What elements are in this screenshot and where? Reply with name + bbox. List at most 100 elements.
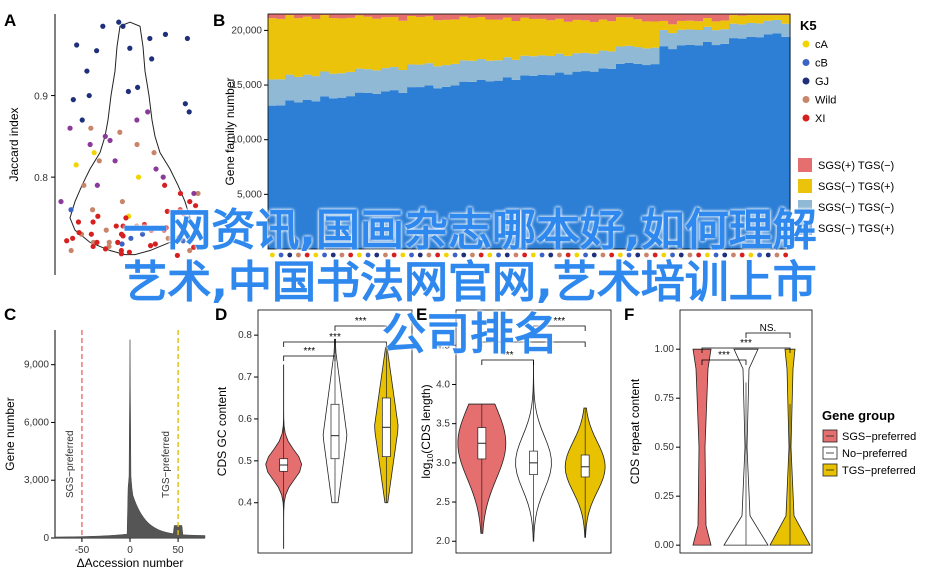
panel-f-ytick-label-4: 1.00 xyxy=(655,344,675,355)
panel-b-bar-42-2 xyxy=(633,19,643,48)
panel-f-ytick-label-0: 0.00 xyxy=(655,540,675,551)
panel-b-bar-3-3 xyxy=(294,14,304,19)
panel-b-bar-54-0 xyxy=(737,38,748,250)
panel-b-bar-9-1 xyxy=(346,71,356,97)
panel-a-point-3-4 xyxy=(96,158,102,164)
panel-b-bar-0-0 xyxy=(268,105,278,250)
panel-b-bar-44-2 xyxy=(650,21,661,48)
panel-b-bar-4-2 xyxy=(302,16,313,75)
panel-b-bar-40-3 xyxy=(616,14,626,18)
panel-b-sample-dot-43 xyxy=(644,252,649,258)
panel-a-point-5-5 xyxy=(87,141,93,148)
panel-e-ytick-label-4: 4.0 xyxy=(436,379,450,390)
panel-a-point-3-16 xyxy=(187,247,193,254)
panel-d-sig-label-2: *** xyxy=(355,316,367,327)
panel-b-bar-52-3 xyxy=(720,14,730,21)
panel-b-sample-dot-34 xyxy=(565,252,571,258)
panel-b-bar-22-3 xyxy=(459,14,469,17)
panel-a-ylabel: Jaccard index xyxy=(7,107,21,181)
panel-a-point-4-0 xyxy=(181,211,187,217)
panel-c-xtick-label-2: 50 xyxy=(173,545,185,556)
panel-b-bar-1-0 xyxy=(276,105,286,249)
panel-b-bar-9-2 xyxy=(346,17,356,72)
panel-b-bar-7-2 xyxy=(328,18,339,74)
panel-b-sample-dot-23 xyxy=(470,252,475,258)
panel-b-bar-13-1 xyxy=(381,68,391,92)
panel-b-legend-label-3: Wild xyxy=(815,95,836,107)
panel-a-point-2-17 xyxy=(184,35,191,42)
panel-e-box-2 xyxy=(580,454,590,478)
panel-b-bar-27-2 xyxy=(502,17,513,58)
panel-b-bar-33-1 xyxy=(555,53,565,73)
panel-b-bar-10-0 xyxy=(355,92,365,250)
panel-e-ylabel-main: log xyxy=(419,463,433,479)
panel-c-ytick-label-0: 0 xyxy=(43,533,49,544)
panel-b-bar-44-0 xyxy=(650,64,661,249)
panel-a-point-4-30 xyxy=(192,203,199,209)
panel-b-bar-11-2 xyxy=(363,16,373,70)
panel-b-bar-14-0 xyxy=(389,90,400,249)
panel-b-sample-dot-21 xyxy=(452,252,458,258)
panel-b-bar-43-1 xyxy=(642,48,652,66)
panel-a-point-5-10 xyxy=(191,190,197,197)
panel-a-point-5-1 xyxy=(134,117,140,123)
panel-a-point-5-8 xyxy=(160,174,166,180)
panel-b-bar-32-3 xyxy=(546,14,556,21)
panel-b-bar-55-0 xyxy=(746,36,756,250)
panel-b-bar-29-2 xyxy=(520,17,530,56)
panel-a-point-3-13 xyxy=(106,239,112,245)
panel-a-point-5-0 xyxy=(145,109,151,115)
panel-a-point-2-0 xyxy=(116,19,122,25)
panel-b-bar-37-2 xyxy=(589,21,600,54)
panel-b-legend-label-0: cA xyxy=(815,39,829,51)
panel-b-sample-dot-40 xyxy=(617,252,623,258)
panel-b-bar-5-2 xyxy=(311,18,321,77)
panel-b-bar-9-3 xyxy=(346,14,356,18)
panel-b-sample-dot-50 xyxy=(704,252,710,258)
panel-b-bar-30-2 xyxy=(529,18,539,57)
panel-b-bar-9-0 xyxy=(346,96,356,250)
panel-b-bar-14-1 xyxy=(389,67,400,91)
panel-b-bar-29-0 xyxy=(520,75,530,250)
panel-b-bar-34-1 xyxy=(563,55,574,75)
panel-e-ytick-label-3: 3.5 xyxy=(436,419,450,430)
panel-a-point-1-2 xyxy=(68,207,74,213)
panel-b-bar-48-1 xyxy=(685,29,695,45)
panel-b-bar-11-0 xyxy=(363,92,373,249)
panel-label-a: A xyxy=(4,11,16,30)
panel-b-bar-15-2 xyxy=(398,20,408,71)
panel-b-legend-dot-0 xyxy=(802,40,810,48)
panel-b-bar-58-3 xyxy=(772,14,782,16)
panel-a-point-3-3 xyxy=(151,150,157,156)
panel-b-bar-39-0 xyxy=(607,68,617,250)
panel-f-legend-label-0: SGS−preferred xyxy=(842,431,916,443)
panel-b-bar-52-1 xyxy=(720,29,730,44)
panel-b-bar-18-2 xyxy=(424,16,434,64)
panel-f-frame xyxy=(679,309,813,554)
panel-b-bar-41-2 xyxy=(624,17,634,46)
panel-b-sample-dot-6 xyxy=(322,252,327,258)
panel-b-sample-dot-38 xyxy=(600,252,606,258)
panel-e-sig-label-0: *** xyxy=(502,350,514,361)
panel-d-ylabel: CDS GC content xyxy=(215,386,229,476)
panel-b-sample-dot-3 xyxy=(296,252,301,258)
panel-b-bar-16-2 xyxy=(407,15,417,65)
panel-a-point-1-0 xyxy=(119,241,125,247)
panel-b-bar-15-1 xyxy=(398,70,408,93)
panel-b-bar-56-0 xyxy=(755,37,765,249)
panel-a-point-4-19 xyxy=(118,251,125,257)
panel-a-point-5-4 xyxy=(107,137,113,144)
panel-b-bar-51-2 xyxy=(711,21,721,31)
panel-e-ylabel-sub: 10 xyxy=(426,453,435,462)
panel-b-sample-dot-28 xyxy=(513,252,519,258)
panel-b-sample-dot-24 xyxy=(478,252,484,258)
panel-b-bar-17-3 xyxy=(415,14,426,17)
panel-b-bar-57-3 xyxy=(763,14,774,16)
panel-a-point-3-17 xyxy=(90,239,97,245)
panel-f-ytick-label-1: 0.25 xyxy=(655,491,675,502)
panel-b-bar-42-1 xyxy=(633,47,643,64)
panel-label-e: E xyxy=(416,305,427,324)
panel-b-bar-12-0 xyxy=(372,93,382,249)
panel-b-sample-dot-45 xyxy=(661,252,667,258)
panel-b-legend-series-2: SGS(−) TGS(−) xyxy=(818,202,894,214)
